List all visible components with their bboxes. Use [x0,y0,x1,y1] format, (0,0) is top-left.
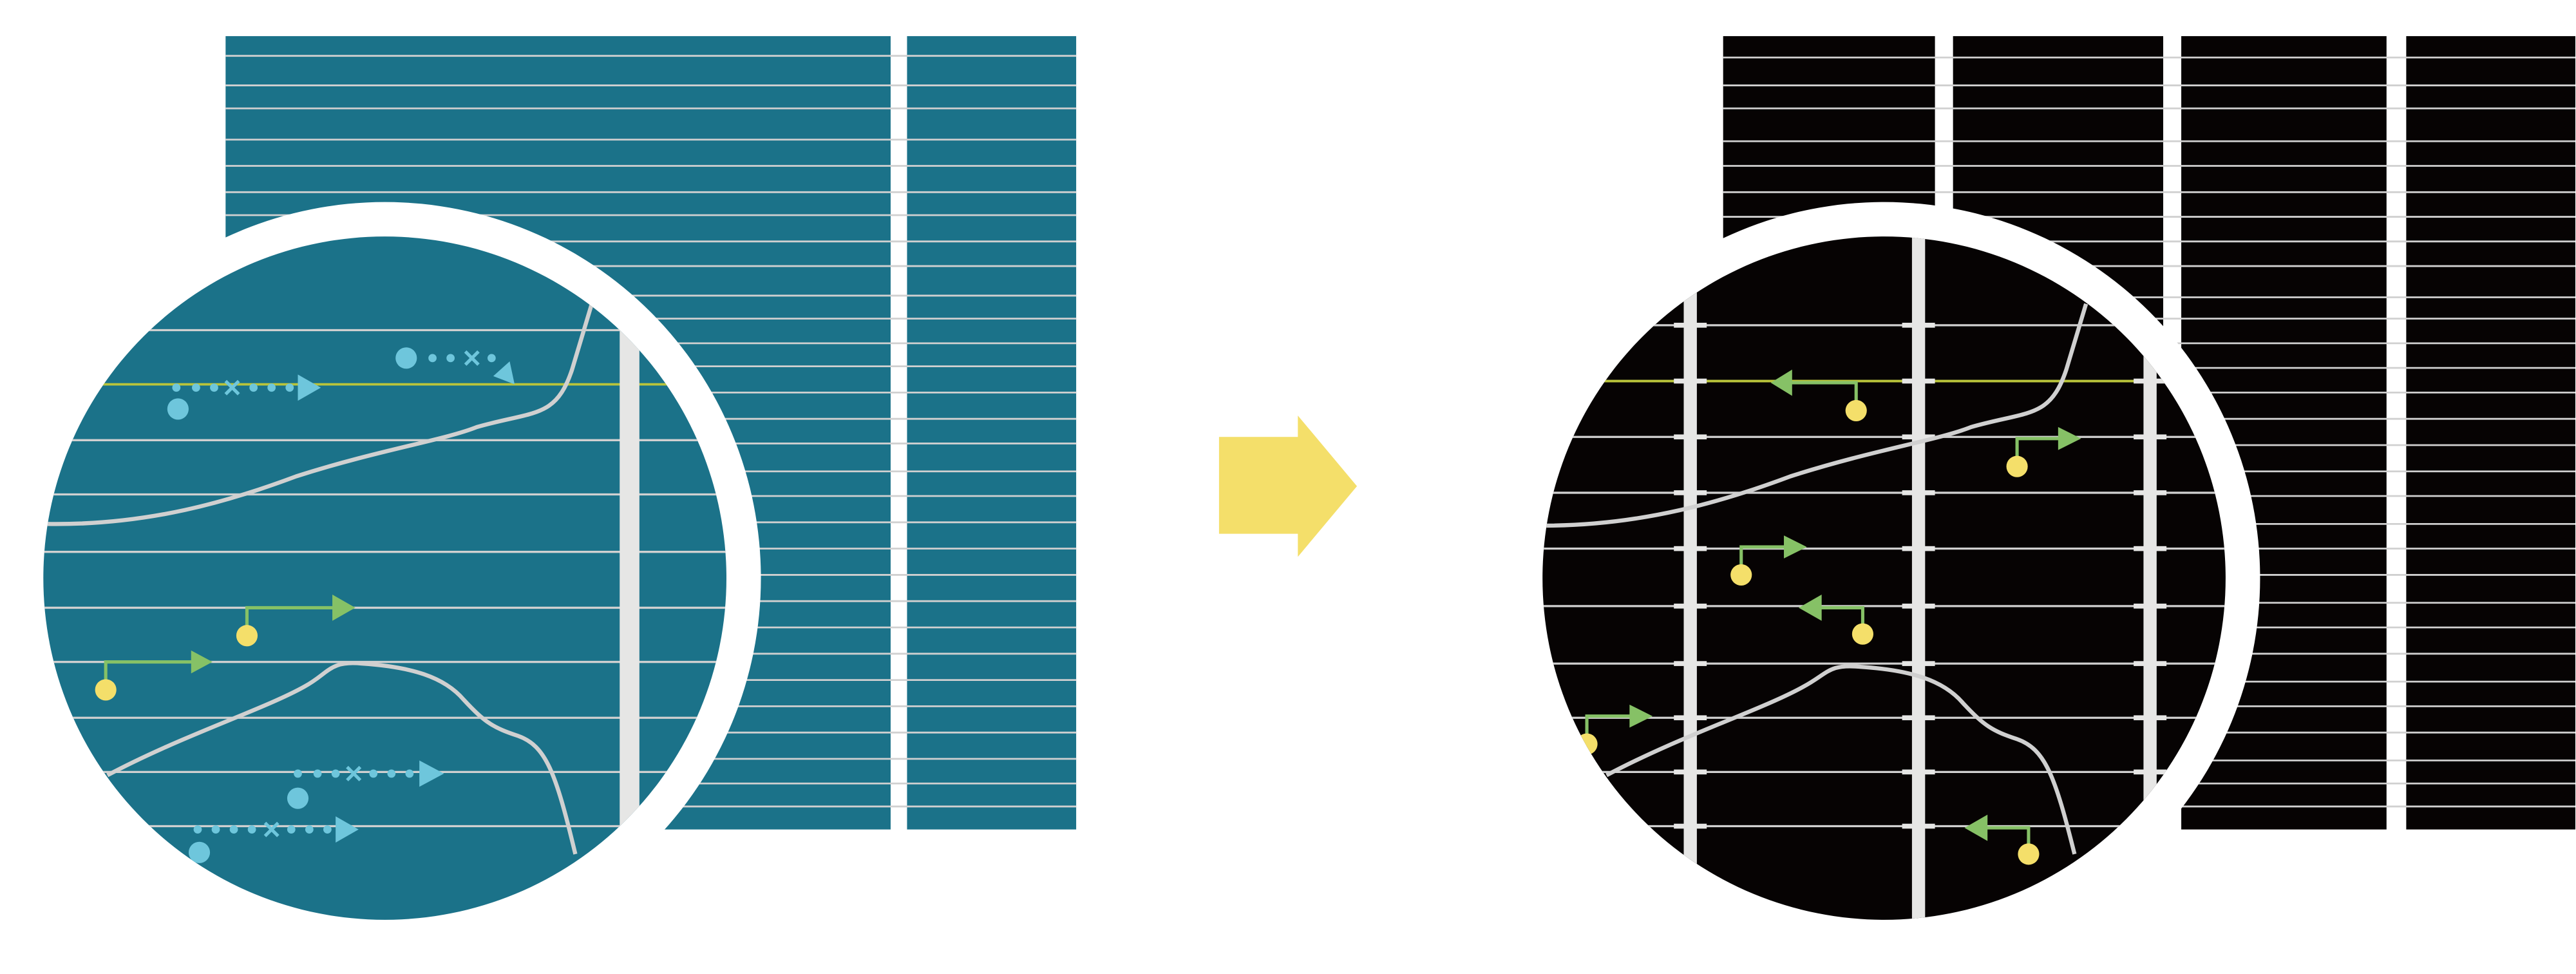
right-panel-4 [2406,36,2576,830]
bar-tick [2134,490,2167,495]
green-arrowhead [191,650,213,674]
bar-tick [1674,661,1707,666]
agent-marker [2006,426,2081,477]
bar-tick [1674,490,1707,495]
bar-tick [1902,769,1935,775]
blue-dot [395,347,417,369]
bar-tick [1674,769,1707,775]
bar-tick [1902,546,1935,551]
bar-tick [1674,323,1707,328]
bar-tick [1902,823,1935,829]
bar-tick [2134,661,2167,666]
dotted-arrow [193,816,359,843]
yellow-dot [1730,564,1752,586]
bar-tick [1902,715,1935,721]
green-arrowhead [1784,535,1807,559]
bar-tick [1674,378,1707,384]
bar-tick [1902,490,1935,495]
bar-tick [1902,323,1935,328]
bar-tick [1902,604,1935,609]
yellow-dot [95,679,117,701]
vertical-bar [1911,236,1926,920]
vertical-bar [2143,236,2157,920]
vertical-bar [1683,236,1697,920]
agent-marker [95,650,213,701]
yellow-dot [1852,623,1873,645]
green-arrowhead [1629,704,1653,728]
left-magnifier [8,202,761,955]
right-magnifier [1508,202,2260,955]
agent-marker [1730,535,1807,586]
green-arrowhead [1770,369,1792,396]
yellow-dot [2018,843,2040,865]
green-arrowhead [2058,426,2081,450]
bar-tick [2134,769,2167,775]
trajectory-curve [46,303,594,526]
dotted-arrow [294,760,444,787]
bar-tick [1902,378,1935,384]
left-magnifier-lens [43,236,726,920]
bar-tick [2134,715,2167,721]
blue-dot [167,398,189,420]
agent-marker [236,595,355,647]
bar-tick [1674,434,1707,440]
blue-dot [188,841,211,863]
bar-tick [1902,661,1935,666]
green-arrowhead [1964,814,1988,841]
bar-tick [2134,434,2167,440]
bar-tick [1674,604,1707,609]
bar-tick [2134,378,2167,384]
dotted-arrow [395,347,515,385]
green-arrowhead [1798,595,1822,621]
blue-dot [287,787,309,809]
bar-tick [1674,715,1707,721]
vertical-bar [620,295,639,838]
bar-tick [1674,823,1707,829]
yellow-dot [1845,399,1867,422]
vertical-bars [1674,236,2167,920]
trajectory-curve [1544,303,2088,528]
agent-marker [1798,595,1873,645]
bar-tick [2134,546,2167,551]
agent-marker [1964,814,2040,865]
bar-tick [1674,546,1707,551]
blue-marker-group [167,347,515,863]
trajectory-curve [1605,664,2077,855]
yellow-dot [2006,455,2028,477]
dotted-arrow [172,374,321,401]
yellow-dot [236,625,258,647]
right-arrow-icon [1218,415,1358,557]
left-panel-side [907,36,1077,830]
bar-tick [2134,604,2167,609]
bar-tick [1902,434,1935,440]
right-magnifier-lens [1542,236,2226,920]
green-arrowhead [332,595,355,621]
trajectory-curve [106,661,578,855]
agent-marker [1770,369,1867,422]
